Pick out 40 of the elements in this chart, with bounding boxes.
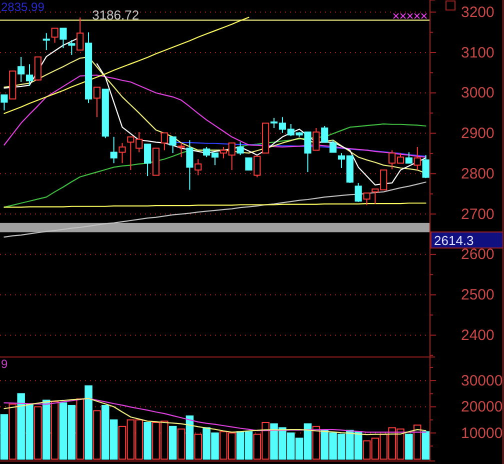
bar: [84, 385, 92, 460]
bar: [312, 426, 320, 460]
bar: [8, 404, 17, 460]
y-tick-label: 3000: [461, 84, 494, 102]
bar: [422, 431, 430, 460]
candlestick: [18, 56, 25, 82]
bar: [413, 424, 422, 460]
candlestick: [194, 158, 202, 176]
y-tick-label: 3200: [461, 4, 494, 21]
annotation: 3186.72: [92, 7, 140, 22]
bar: [144, 422, 152, 460]
bar: [34, 406, 42, 460]
bar: [76, 398, 84, 460]
bar: [405, 434, 413, 460]
annotation: 9: [1, 357, 8, 371]
bar: [0, 414, 8, 460]
bar: [93, 410, 101, 460]
candlestick: [42, 32, 50, 51]
candlestick: [414, 146, 421, 171]
text: 2614.3: [434, 233, 474, 248]
candlestick: [186, 140, 194, 190]
y-tick-label: 2800: [461, 165, 494, 182]
y-tick-label: 20000: [461, 398, 503, 416]
y-tick-label: 3100: [461, 44, 494, 62]
y-tick-label: 2700: [461, 206, 494, 223]
y-tick-label: 2500: [461, 286, 494, 304]
y-tick-label: 30000: [461, 372, 503, 390]
bar: [177, 428, 186, 460]
y-tick-label: 2600: [461, 246, 494, 264]
line-series: [4, 182, 426, 238]
y-tick-label: 2900: [461, 125, 494, 142]
bar: [168, 426, 177, 460]
bar: [194, 434, 202, 460]
bar: [42, 400, 50, 460]
bar: [50, 401, 59, 460]
bar: [186, 415, 194, 460]
y-tick-label: 10000: [461, 424, 503, 442]
annotation: 2835.99: [1, 0, 45, 14]
line-series: [4, 123, 426, 208]
y-tick-label: 2400: [461, 326, 494, 344]
